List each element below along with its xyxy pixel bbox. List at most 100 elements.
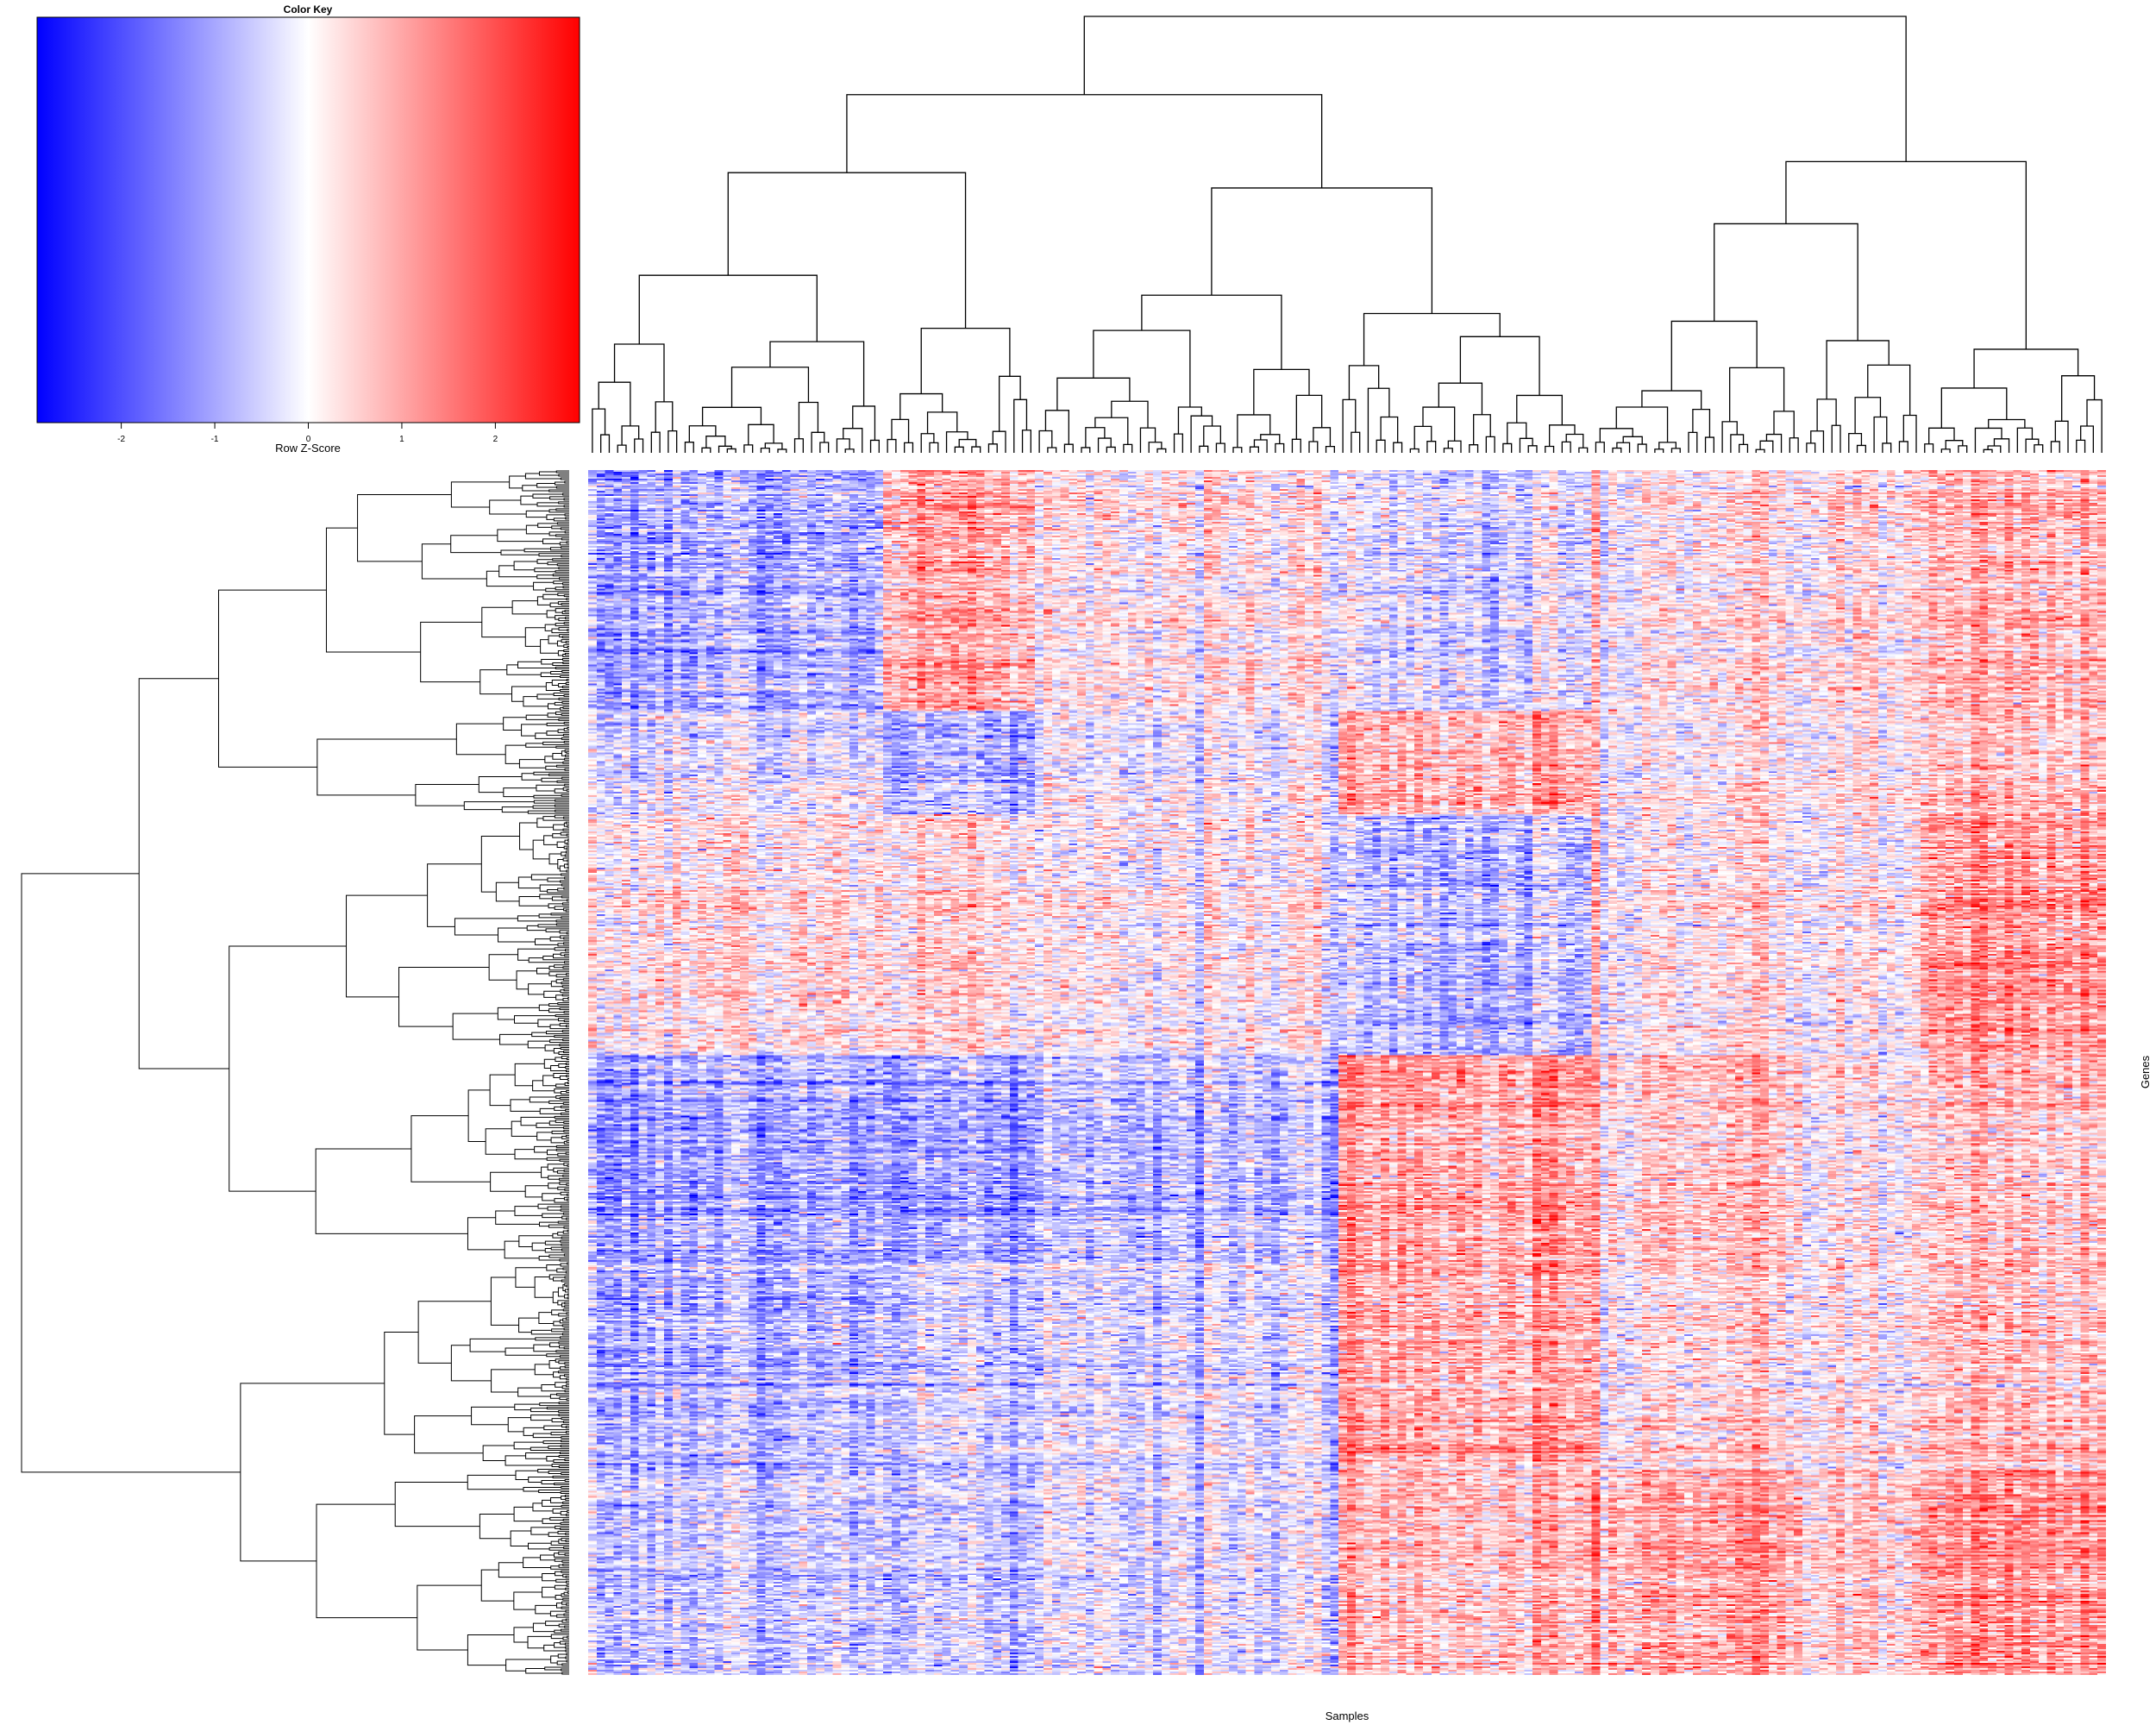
row-dendrogram-branch [567, 1590, 569, 1594]
row-dendrogram-branch [559, 1452, 569, 1455]
column-dendrogram-branch [617, 444, 627, 453]
row-dendrogram-branch [547, 712, 569, 718]
row-dendrogram-branch [561, 902, 569, 906]
row-dendrogram-branch [564, 1642, 569, 1646]
row-dendrogram-branch [532, 1433, 561, 1439]
row-dendrogram-branch [535, 1604, 557, 1615]
column-dendrogram-branch [1253, 439, 1268, 453]
row-dendrogram-branch [564, 854, 569, 857]
row-dendrogram-branch [517, 1387, 551, 1397]
row-dendrogram-branch [542, 1213, 564, 1219]
row-dendrogram-branch [562, 1421, 569, 1424]
row-dendrogram-branch [556, 764, 569, 768]
column-dendrogram-branch [1139, 427, 1156, 453]
row-dendrogram-branch [558, 1341, 569, 1345]
column-dendrogram-branch [667, 430, 678, 453]
column-dendrogram-branch [869, 439, 880, 453]
row-dendrogram-branch [559, 1375, 567, 1380]
row-dendrogram-branch [548, 1008, 565, 1013]
row-dendrogram-branch [565, 1317, 569, 1320]
row-dendrogram-branch [550, 1540, 569, 1546]
row-dendrogram-branch [545, 1621, 563, 1627]
row-dendrogram-branch [481, 606, 526, 638]
column-dendrogram-branch [638, 274, 818, 345]
row-dendrogram-branch [566, 833, 569, 837]
row-dendrogram-branch [547, 1206, 561, 1211]
row-dendrogram-branch [478, 775, 523, 794]
row-dendrogram-branch [563, 907, 569, 912]
row-dendrogram-branch [558, 474, 569, 477]
row-dendrogram-branch [559, 1007, 569, 1011]
row-dendrogram-branch [558, 1051, 569, 1056]
row-dendrogram-branch [545, 928, 569, 932]
row-dendrogram-branch [564, 610, 569, 613]
column-dendrogram-branch [2086, 398, 2103, 453]
row-dendrogram-branch [540, 672, 561, 677]
column-dendrogram-branch [718, 445, 732, 453]
row-dendrogram-branch [414, 1415, 484, 1454]
column-dendrogram-branch [1637, 443, 1647, 453]
row-dendrogram-branch [537, 1469, 569, 1473]
row-dendrogram-branch [567, 997, 569, 1000]
column-dendrogram-branch [1363, 312, 1501, 366]
row-dendrogram-branch [564, 876, 569, 880]
row-dendrogram-branch [519, 822, 537, 850]
column-dendrogram-branch [1527, 445, 1538, 453]
row-dendrogram-branch [567, 838, 569, 842]
row-dendrogram-branch [563, 1346, 569, 1350]
row-dendrogram-branch [490, 1171, 542, 1192]
row-dendrogram-branch [549, 1039, 569, 1044]
row-dendrogram-branch [555, 799, 569, 802]
row-dendrogram-branch [566, 1284, 569, 1288]
column-dendrogram-branch [634, 438, 644, 453]
column-dendrogram-branch [726, 448, 736, 453]
row-dendrogram-branch [566, 847, 569, 850]
row-dendrogram-branch [540, 639, 559, 654]
column-dendrogram-branch [926, 411, 958, 434]
row-dendrogram-branch [513, 561, 538, 571]
column-dendrogram-branch [743, 444, 754, 453]
row-dendrogram-branch [21, 873, 241, 1473]
row-dendrogram-branch [229, 945, 347, 1192]
row-dendrogram-branch [561, 1559, 569, 1563]
column-dendrogram-branch [1469, 444, 1479, 453]
row-dendrogram-branch [564, 480, 569, 484]
column-dendrogram-branch [621, 425, 640, 446]
column-dendrogram-branch [1789, 437, 1799, 453]
row-dendrogram-branch [553, 518, 569, 522]
row-dendrogram-branch [567, 825, 569, 828]
row-dendrogram-branch [561, 639, 569, 643]
row-dendrogram-branch [563, 937, 569, 940]
column-dendrogram-branch [2034, 444, 2044, 453]
row-dendrogram-branch [566, 1089, 569, 1093]
row-dendrogram [21, 470, 569, 1675]
row-dendrogram-branch [546, 514, 566, 520]
row-dendrogram-branch [556, 780, 569, 783]
row-dendrogram-branch [546, 1407, 569, 1410]
column-dendrogram-branch [1516, 394, 1563, 425]
row-dendrogram-branch [552, 1233, 562, 1239]
row-dendrogram-branch [554, 701, 569, 706]
row-dendrogram-branch [521, 773, 542, 781]
row-dendrogram-branch [546, 731, 564, 736]
row-dendrogram-branch [561, 712, 569, 716]
row-dendrogram-branch [536, 968, 550, 975]
column-dendrogram-branch [1856, 444, 1866, 453]
row-dendrogram-branch [558, 1414, 569, 1417]
row-dendrogram-branch [561, 1601, 569, 1605]
row-dendrogram-branch [561, 537, 569, 541]
row-dendrogram-branch [525, 510, 550, 518]
row-dendrogram-branch [566, 869, 569, 873]
row-dendrogram-branch [555, 1382, 567, 1388]
row-dendrogram-branch [567, 859, 569, 862]
row-dendrogram-branch [565, 1532, 569, 1535]
row-dendrogram-branch [565, 1108, 569, 1112]
row-dendrogram-branch [467, 1217, 505, 1251]
row-dendrogram-branch [537, 523, 558, 528]
row-dendrogram-branch [559, 1258, 569, 1262]
column-dendrogram-branch [1873, 416, 1888, 453]
row-dendrogram-branch [566, 1584, 569, 1587]
row-dendrogram-branch [565, 617, 569, 620]
row-dendrogram-branch [518, 895, 549, 906]
column-dendrogram-branch [1094, 417, 1129, 445]
